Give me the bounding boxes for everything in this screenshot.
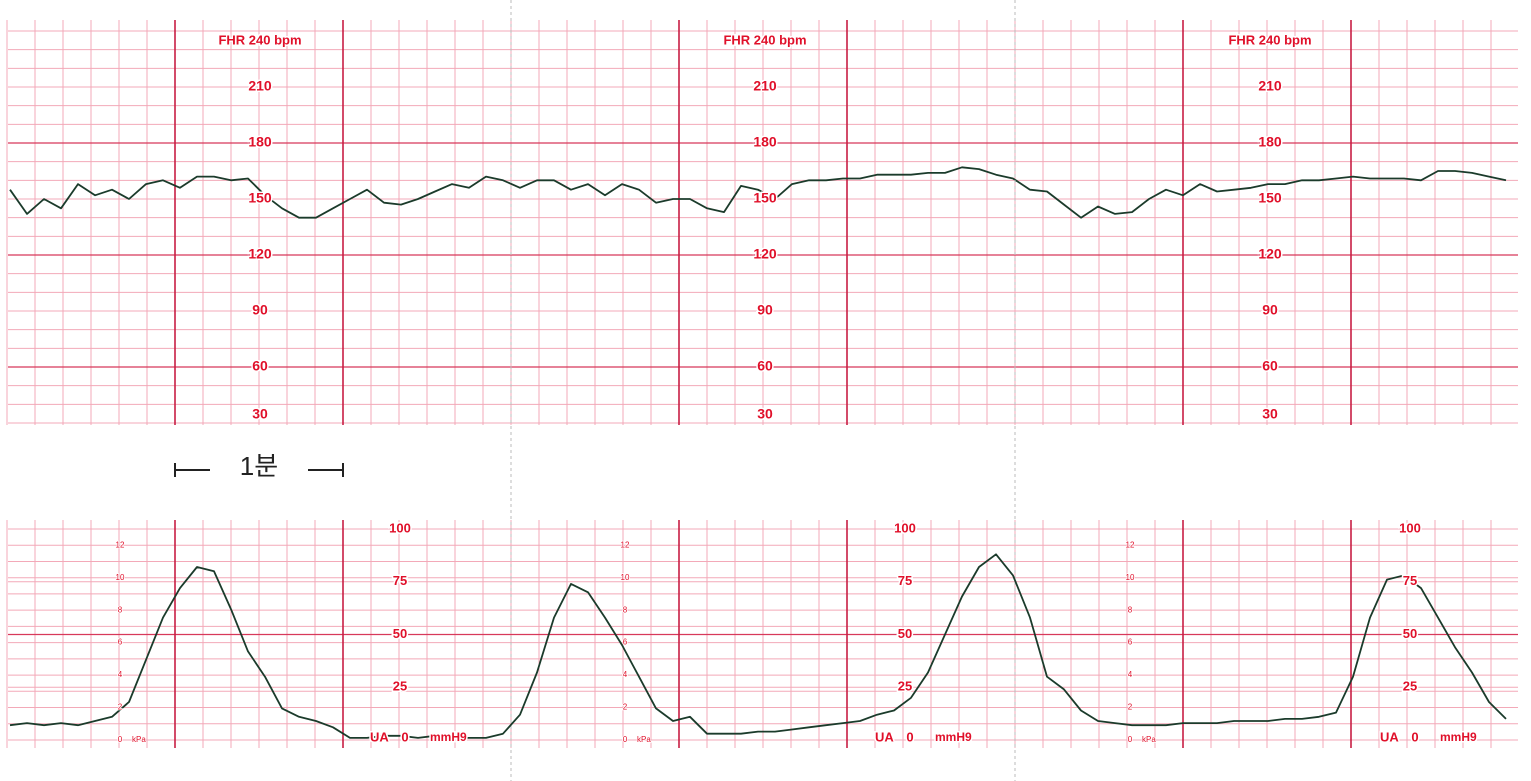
y-tick-label: 90	[1262, 302, 1278, 318]
y-tick-label: 30	[757, 406, 773, 422]
y-tick-label: 120	[1258, 246, 1282, 262]
y2-tick-label: 2	[623, 703, 628, 712]
y-tick-label: 100	[389, 520, 411, 535]
y-tick-label: 90	[252, 302, 268, 318]
trace	[9, 553, 1507, 739]
y2-tick-label: 12	[1126, 540, 1135, 549]
y-tick-label: 180	[1258, 134, 1282, 150]
y-tick-label: FHR 240 bpm	[723, 32, 806, 47]
y2-tick-label: 12	[116, 540, 125, 549]
axis-label: UA	[875, 729, 894, 744]
y2-tick-label: 8	[1128, 605, 1133, 614]
y-tick-label: FHR 240 bpm	[218, 32, 301, 47]
y-tick-label: 75	[1403, 573, 1417, 588]
y2-tick-label: 6	[623, 638, 628, 647]
y-tick-label: 150	[753, 190, 777, 206]
y2-unit: kPa	[1142, 735, 1156, 744]
y-tick-label: 0	[1411, 729, 1418, 744]
axis-unit: mmH9	[430, 730, 467, 744]
y2-tick-label: 8	[623, 605, 628, 614]
y2-tick-label: 10	[1126, 573, 1135, 582]
y-tick-label: 100	[894, 520, 916, 535]
y2-tick-label: 4	[118, 670, 123, 679]
y-tick-label: FHR 240 bpm	[1228, 32, 1311, 47]
y-tick-label: 120	[753, 246, 777, 262]
y-tick-label: 25	[393, 679, 407, 694]
y2-tick-label: 2	[1128, 703, 1133, 712]
y2-tick-label: 12	[621, 540, 630, 549]
y-tick-label: 75	[393, 573, 407, 588]
y-tick-label: 0	[906, 729, 913, 744]
y2-tick-label: 6	[118, 638, 123, 647]
y-tick-label: 210	[753, 78, 777, 94]
y-tick-label: 210	[1258, 78, 1282, 94]
axis-unit: mmH9	[935, 730, 972, 744]
y-tick-label: 150	[248, 190, 272, 206]
y2-tick-label: 0	[118, 735, 123, 744]
y-tick-label: 30	[252, 406, 268, 422]
y-tick-label: 30	[1262, 406, 1278, 422]
axis-label: UA	[370, 729, 389, 744]
y-tick-label: 0	[401, 729, 408, 744]
y-tick-label: 50	[1403, 626, 1417, 641]
y2-tick-label: 8	[118, 605, 123, 614]
y2-tick-label: 4	[623, 670, 628, 679]
y-tick-label: 25	[898, 679, 912, 694]
y-tick-label: 120	[248, 246, 272, 262]
y-tick-label: 50	[898, 626, 912, 641]
y2-tick-label: 10	[116, 573, 125, 582]
y2-tick-label: 10	[621, 573, 630, 582]
y-tick-label: 75	[898, 573, 912, 588]
y2-tick-label: 2	[118, 703, 123, 712]
y-tick-label: 60	[1262, 358, 1278, 374]
y-tick-label: 90	[757, 302, 773, 318]
y-tick-label: 210	[248, 78, 272, 94]
y-tick-label: 150	[1258, 190, 1282, 206]
axis-label: UA	[1380, 729, 1399, 744]
y-tick-label: 60	[757, 358, 773, 374]
scale-label: 1분	[240, 451, 278, 481]
y2-tick-label: 0	[1128, 735, 1133, 744]
y2-unit: kPa	[132, 735, 146, 744]
y-tick-label: 60	[252, 358, 268, 374]
y2-tick-label: 4	[1128, 670, 1133, 679]
y-tick-label: 180	[248, 134, 272, 150]
y2-unit: kPa	[637, 735, 651, 744]
trace	[9, 166, 1507, 219]
y-tick-label: 180	[753, 134, 777, 150]
y-tick-label: 25	[1403, 679, 1417, 694]
y-tick-label: 50	[393, 626, 407, 641]
y2-tick-label: 0	[623, 735, 628, 744]
y-tick-label: 100	[1399, 520, 1421, 535]
y2-tick-label: 6	[1128, 638, 1133, 647]
axis-unit: mmH9	[1440, 730, 1477, 744]
